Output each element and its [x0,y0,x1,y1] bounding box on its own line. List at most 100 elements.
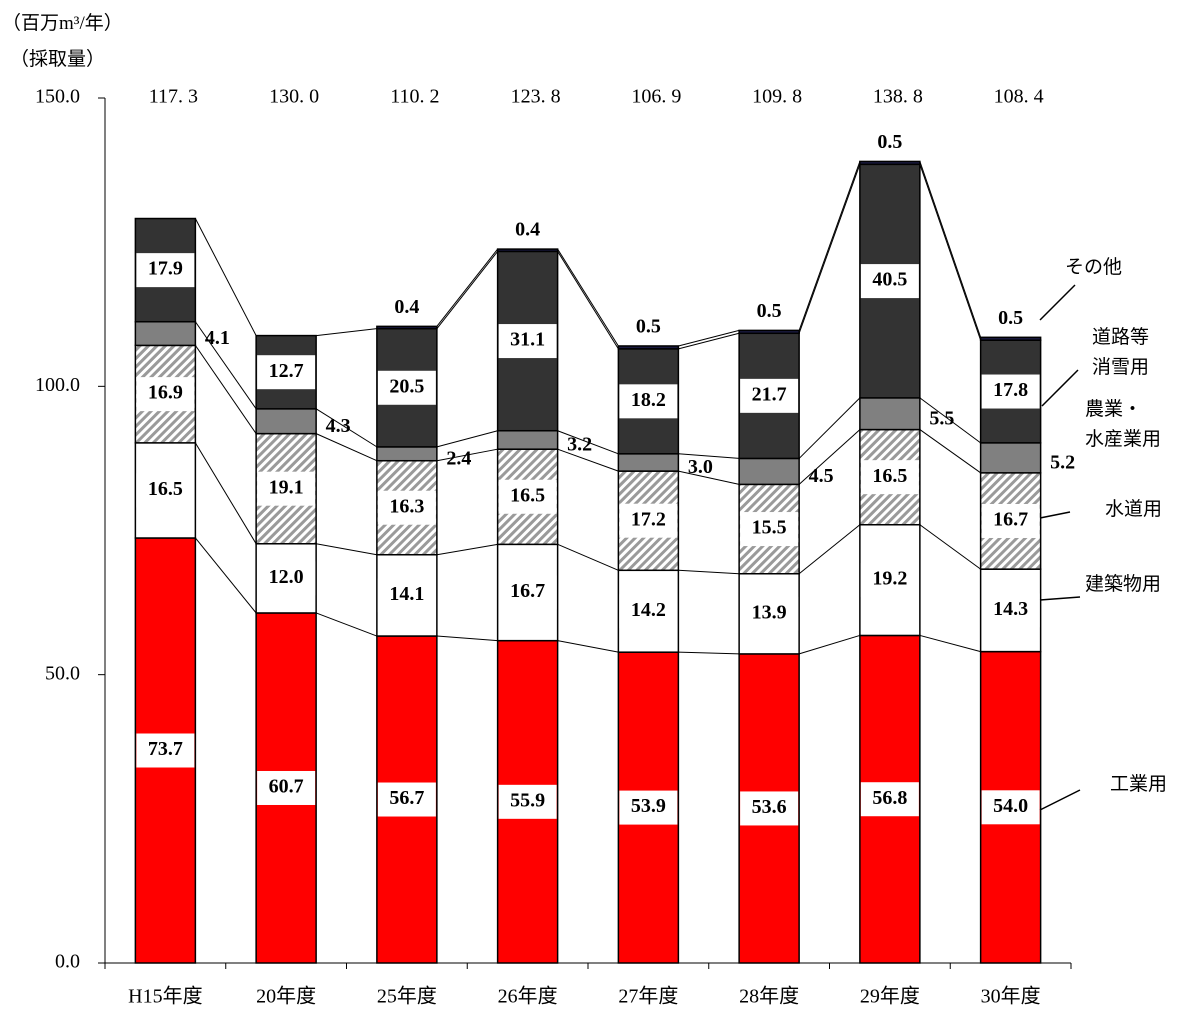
value-label: 4.3 [326,415,351,437]
connector [798,164,861,334]
legend-label: 農業・ 水産業用 [1085,399,1162,450]
value-label: 16.7 [993,509,1028,531]
value-label: 0.5 [636,316,661,338]
legend-label: その他 [1065,257,1123,278]
bar-segment [376,325,438,330]
value-label: 17.9 [148,258,183,280]
value-label: 0.4 [394,296,419,318]
legend-pointer [1039,596,1081,601]
value-label-box [981,593,1040,628]
value-label: 5.2 [1050,451,1075,473]
connector [919,164,982,341]
y-axis-title: （採取量） [10,49,106,70]
value-label: 14.2 [631,599,666,621]
connector [798,634,861,655]
value-label: 16.5 [510,484,545,506]
connector [919,524,981,570]
bar-segment [617,453,680,472]
value-label: 3.2 [567,434,592,456]
value-label: 16.3 [389,495,424,517]
connector [436,448,498,462]
connector [557,248,619,347]
value-label-box [377,490,436,525]
value-label: 3.0 [688,456,713,478]
connector [678,651,740,655]
y-tick-label: 0.0 [55,951,80,973]
value-label: 12.7 [269,360,304,382]
total-label: 117. 3 [149,86,198,108]
value-label-box [498,324,557,359]
value-label: 0.5 [757,300,782,322]
connector [798,397,861,459]
connector [315,612,378,637]
connector [798,524,861,575]
connector [436,430,498,448]
value-label: 18.2 [631,389,666,411]
bar-segment [496,429,559,450]
x-tick-label: H15年度 [128,985,202,1008]
value-label: 40.5 [872,269,907,291]
value-label-box [257,355,316,390]
value-label: 4.5 [809,465,834,487]
value-label-box [981,503,1040,538]
total-label: 138. 8 [873,86,923,108]
value-label: 15.5 [752,517,787,539]
value-label-box [136,473,195,508]
value-label: 19.2 [872,568,907,590]
connector [678,332,740,350]
legend-pointer [1039,284,1076,321]
connector [194,218,257,336]
legend-label: 道路等 消雪用 [1092,327,1150,378]
x-tick-label: 29年度 [860,985,920,1008]
value-label: 60.7 [269,776,304,798]
connector [194,345,257,434]
value-label: 13.9 [752,601,787,623]
connector [436,635,498,642]
legend-label: 水道用 [1105,499,1163,520]
value-label-box [136,253,195,288]
x-tick-label: 20年度 [256,985,316,1008]
bar-segment [859,160,921,166]
connector [557,543,619,571]
value-label: 0.4 [515,219,540,241]
value-label: 55.9 [510,789,545,811]
connector [557,430,619,455]
total-label: 123. 8 [511,86,561,108]
value-label-box [740,596,799,631]
x-tick-label: 25年度 [377,985,437,1008]
connector [194,442,257,545]
value-label: 16.9 [148,382,183,404]
connector [678,470,740,485]
value-label-box [740,791,799,826]
value-label: 0.5 [998,307,1023,329]
value-label-box [981,374,1040,409]
x-tick-label: 30年度 [981,985,1041,1008]
bar-segment [979,442,1042,474]
value-label: 5.5 [929,407,954,429]
value-label-box [498,479,557,514]
value-label: 53.6 [752,796,787,818]
x-tick-label: 26年度 [498,985,558,1008]
bar-segment [376,446,438,462]
value-label-box [257,561,316,596]
connector [919,397,981,444]
connector [194,321,257,410]
connector [919,429,981,474]
connector [436,543,498,556]
bar-segment [134,320,197,347]
value-label: 73.7 [148,738,183,760]
value-label-box [860,264,919,299]
value-label: 14.3 [993,598,1028,620]
value-label: 54.0 [993,795,1028,817]
value-label-box [377,578,436,613]
value-label: 12.0 [269,566,304,588]
value-label: 14.1 [389,583,424,605]
value-label-box [257,770,316,805]
value-label-box [619,384,678,419]
value-label-box [860,782,919,817]
bar-segment [255,408,317,435]
connector [798,161,861,331]
value-label: 16.5 [148,478,183,500]
connector [436,251,499,329]
